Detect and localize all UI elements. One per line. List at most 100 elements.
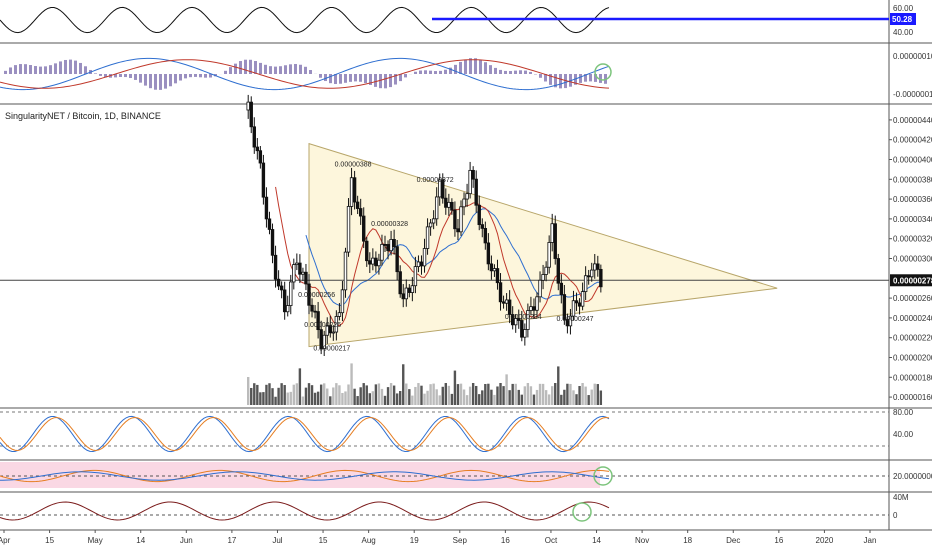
volume-bar <box>423 394 425 405</box>
volume-bar <box>387 387 389 405</box>
candle-body <box>460 207 463 232</box>
candle-body <box>581 292 584 307</box>
volume-bar <box>290 392 292 405</box>
candle-body <box>484 228 487 243</box>
macd-hist-bar <box>434 71 437 74</box>
volume-bar <box>505 374 507 405</box>
volume-bar <box>454 371 456 405</box>
volume-bar <box>533 395 535 405</box>
volume-bar <box>487 384 489 405</box>
time-tick-label: Dec <box>726 536 740 545</box>
time-tick-label: Jun <box>180 536 193 545</box>
volume-bar <box>356 396 358 405</box>
price-annotation: 0.00000234 <box>505 314 542 321</box>
price-tick-label: 0.00000260 <box>893 294 932 303</box>
macd-hist-bar <box>39 67 42 74</box>
macd-hist-bar <box>439 71 442 74</box>
macd-hist-bar <box>29 65 32 74</box>
macd-hist-bar <box>19 64 22 74</box>
volume-bar <box>472 383 474 405</box>
macd-hist-bar <box>194 74 197 77</box>
candle-body <box>277 279 280 286</box>
time-tick-label: 14 <box>136 536 145 545</box>
volume-bar <box>581 383 583 405</box>
macd-hist-bar <box>284 65 287 74</box>
time-tick-label: Oct <box>545 536 558 545</box>
macd-hist-bar <box>329 74 332 83</box>
volume-bar <box>439 395 441 405</box>
candle-body <box>256 147 259 151</box>
macd-hist-bar <box>539 74 542 78</box>
macd-hist-bar <box>74 61 77 74</box>
candle-body <box>390 239 393 250</box>
volume-bar <box>466 395 468 405</box>
candle-body <box>593 264 596 270</box>
price-tick-label: 0.00000400 <box>893 156 932 165</box>
macd-hist-bar <box>414 72 417 74</box>
volume-bar <box>366 385 368 405</box>
momentum-tick-label: 0 <box>893 511 898 520</box>
candle-body <box>584 276 587 292</box>
candle-body <box>402 294 405 299</box>
price-annotation: 0.00000388 <box>335 161 372 168</box>
candle-body <box>387 244 390 250</box>
macd-hist-bar <box>184 74 187 78</box>
time-tick-label: Nov <box>635 536 649 545</box>
macd-hist-bar <box>34 66 37 74</box>
candle-body <box>314 311 317 312</box>
volume-bar <box>521 395 523 405</box>
macd-hist-bar <box>154 74 157 90</box>
macd-hist-bar <box>164 74 167 89</box>
volume-bar <box>277 388 279 405</box>
volume-bar <box>493 395 495 405</box>
candle-body <box>280 286 283 290</box>
price-tick-label: 0.00000340 <box>893 215 932 224</box>
candle-body <box>305 272 308 284</box>
macd-hist-bar <box>269 66 272 74</box>
macd-hist-bar <box>304 67 307 74</box>
volume-bar <box>262 392 264 405</box>
volume-bar <box>545 390 547 405</box>
candle-body <box>293 265 296 282</box>
volume-bar <box>566 384 568 405</box>
price-tick-label: 0.00000240 <box>893 314 932 323</box>
candle-body <box>426 227 429 249</box>
macd-hist-bar <box>379 74 382 88</box>
time-tick-label: 18 <box>683 536 692 545</box>
candle-body <box>505 300 508 303</box>
candle-body <box>478 205 481 224</box>
macd-hist-bar <box>454 65 457 74</box>
volume-bar <box>341 393 343 405</box>
candle-body <box>253 127 256 147</box>
candle-body <box>578 303 581 306</box>
candle <box>347 198 350 257</box>
candle-body <box>350 178 353 207</box>
macd-hist-bar <box>229 67 232 74</box>
candle-body <box>590 270 593 277</box>
volume-bar <box>353 389 355 405</box>
volume-bar <box>432 384 434 405</box>
candle-body <box>463 199 466 207</box>
volume-bar <box>347 384 349 405</box>
macd-hist-bar <box>274 67 277 74</box>
candle-body <box>302 272 305 274</box>
macd-hist-bar <box>469 58 472 74</box>
candle-body <box>499 283 502 302</box>
macd-hist-bar <box>384 74 387 88</box>
candle-body <box>551 224 554 243</box>
macd-hist-bar <box>319 74 322 78</box>
volume-bar <box>326 389 328 405</box>
volume-bar <box>548 394 550 405</box>
volume-bar <box>411 396 413 405</box>
candle-body <box>432 219 435 223</box>
candle-body <box>554 224 557 259</box>
macd-hist-bar <box>489 65 492 74</box>
dmi-fill <box>0 462 600 488</box>
volume-bar <box>442 387 444 405</box>
macd-hist-bar <box>579 74 582 83</box>
time-tick-label: Aug <box>362 536 376 545</box>
macd-hist-bar <box>49 65 52 74</box>
macd-hist-bar <box>589 74 592 81</box>
volume-bar <box>490 390 492 405</box>
